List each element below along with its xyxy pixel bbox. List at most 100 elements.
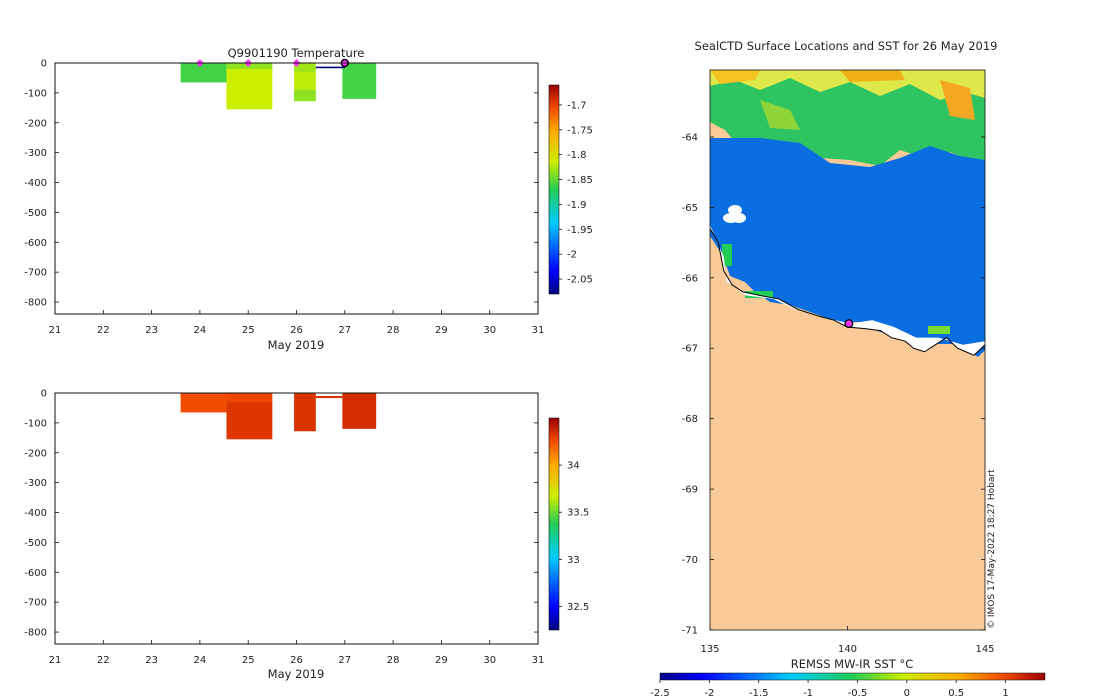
lat-tick-label: -65: [682, 203, 698, 214]
y-tick-label: -300: [24, 478, 47, 489]
colorbar-tick-label: -1.8: [567, 150, 587, 161]
colorbar-tick-label: -1.95: [567, 225, 593, 236]
lon-tick-label: 135: [700, 644, 719, 655]
salinity-y-ticks: 0 -100 -200 -300 -400 -500 -600 -700 -800: [24, 389, 538, 639]
sst-field: [710, 70, 985, 357]
sst-colorbar-tick-label: 0: [904, 688, 910, 699]
sst-colorbar-tick-label: -1.5: [749, 688, 769, 699]
lon-tick-label: 145: [975, 644, 994, 655]
lat-tick-label: -71: [682, 626, 698, 637]
map-coastline-layer: [709, 224, 986, 356]
x-tick-label: 31: [532, 655, 545, 666]
salinity-colorbar: [548, 417, 560, 631]
colorbar-tick-label: -2: [567, 250, 577, 261]
credit-text: © IMOS 17-May-2022 18:27 Hobart: [987, 469, 997, 629]
sea-ice-blob: [732, 213, 746, 223]
profile-band: [294, 63, 316, 72]
y-tick-label: -500: [24, 538, 47, 549]
y-tick-label: -600: [24, 238, 47, 249]
y-tick-label: 0: [41, 59, 47, 70]
x-tick-label: 22: [97, 325, 110, 336]
y-tick-label: -600: [24, 568, 47, 579]
sea-ice-blob: [728, 205, 742, 215]
sst-cold-water: [710, 138, 985, 357]
y-tick-label: -300: [24, 148, 47, 159]
salinity-section-panel: 21 22 23 24 25 26 27 28 29 30 31 0 -100 -200 -300 -400…: [24, 389, 589, 682]
sst-colorbar-tick-label: -2.5: [650, 688, 670, 699]
profile-band: [342, 63, 377, 99]
x-tick-label: 30: [483, 325, 496, 336]
x-tick-label: 27: [338, 325, 351, 336]
colorbar-tick-label: -1.85: [567, 175, 593, 186]
y-tick-label: -200: [24, 448, 47, 459]
lat-tick-label: -66: [682, 273, 698, 284]
lat-tick-label: -67: [682, 344, 698, 355]
map-title: SealCTD Surface Locations and SST for 26…: [695, 39, 998, 53]
temperature-section-panel: Q9901190 Temperature 21 22 23 24 25 26 27 28 29 3…: [24, 46, 593, 352]
colorbar-tick-label: 32.5: [567, 602, 589, 613]
profile-band: [294, 89, 316, 102]
sst-colorbar-tick-label: -0.5: [848, 688, 868, 699]
x-tick-label: 24: [194, 655, 207, 666]
sst-warm-patch: [840, 70, 905, 82]
x-tick-label: 29: [435, 325, 448, 336]
sst-coastal-patch: [928, 326, 950, 334]
sst-map-panel: SealCTD Surface Locations and SST for 26…: [650, 39, 1046, 699]
y-tick-label: -700: [24, 598, 47, 609]
x-tick-label: 23: [145, 325, 158, 336]
colorbar-tick-label: 33: [567, 555, 580, 566]
profile-band: [226, 68, 273, 110]
colorbar-tick-label: 33.5: [567, 508, 589, 519]
sst-colorbar-tick-label: 1: [1002, 688, 1008, 699]
y-tick-label: -100: [24, 418, 47, 429]
salinity-profiles: [180, 393, 377, 440]
x-tick-label: 27: [338, 655, 351, 666]
y-tick-label: -100: [24, 88, 47, 99]
temperature-x-label: May 2019: [268, 338, 325, 352]
x-tick-label: 24: [194, 325, 207, 336]
sst-warm-patch: [760, 100, 800, 130]
x-tick-label: 21: [49, 655, 62, 666]
map-lat-ticks: -64 -65 -66 -67 -68 -69 -70 -71: [682, 132, 985, 637]
sst-colorbar: [659, 672, 1046, 681]
profile-band: [180, 63, 227, 83]
profile-band: [180, 393, 227, 413]
sst-colorbar-tick-label: 0.5: [948, 688, 964, 699]
y-tick-label: -800: [24, 628, 47, 639]
temperature-y-ticks: 0 -100 -200 -300 -400 -500 -600 -700 -800: [24, 59, 538, 309]
profile-band: [315, 395, 343, 399]
x-tick-label: 31: [532, 325, 545, 336]
x-tick-label: 30: [483, 655, 496, 666]
sst-warm-patch: [940, 80, 975, 120]
lat-tick-label: -64: [682, 132, 698, 143]
profile-band: [342, 393, 377, 429]
y-tick-label: -700: [24, 268, 47, 279]
salinity-x-label: May 2019: [268, 667, 325, 681]
coastline: [709, 228, 986, 356]
x-tick-label: 21: [49, 325, 62, 336]
y-tick-label: -500: [24, 208, 47, 219]
x-tick-label: 26: [290, 325, 303, 336]
sst-coastal-patch: [722, 244, 732, 266]
lat-tick-label: -70: [682, 555, 698, 566]
x-tick-label: 28: [387, 325, 400, 336]
lat-tick-label: -69: [682, 485, 698, 496]
profile-band: [294, 393, 316, 432]
lat-tick-label: -68: [682, 414, 698, 425]
y-tick-label: -200: [24, 118, 47, 129]
profile-band: [226, 401, 273, 440]
sst-warm-patch: [710, 70, 760, 84]
temperature-colorbar: [548, 84, 560, 295]
colorbar-tick-label: -2.05: [567, 275, 593, 286]
temperature-colorbar-ticks: -1.7 -1.75 -1.8 -1.85 -1.9 -1.95 -2 -2.05: [559, 100, 593, 286]
temperature-x-ticks: 21 22 23 24 25 26 27 28 29 30 31: [49, 310, 545, 336]
colorbar-tick-label: -1.7: [567, 100, 587, 111]
x-tick-label: 26: [290, 655, 303, 666]
sst-colorbar-label: REMSS MW-IR SST °C: [791, 657, 914, 671]
salinity-x-ticks: 21 22 23 24 25 26 27 28 29 30 31: [49, 640, 545, 666]
x-tick-label: 29: [435, 655, 448, 666]
temperature-title: Q9901190 Temperature: [228, 46, 365, 60]
sea-ice-patch: [723, 205, 746, 223]
x-tick-label: 28: [387, 655, 400, 666]
sst-colorbar-ticks: -2.5 -2 -1.5 -1 -0.5 0 0.5 1: [650, 680, 1009, 699]
